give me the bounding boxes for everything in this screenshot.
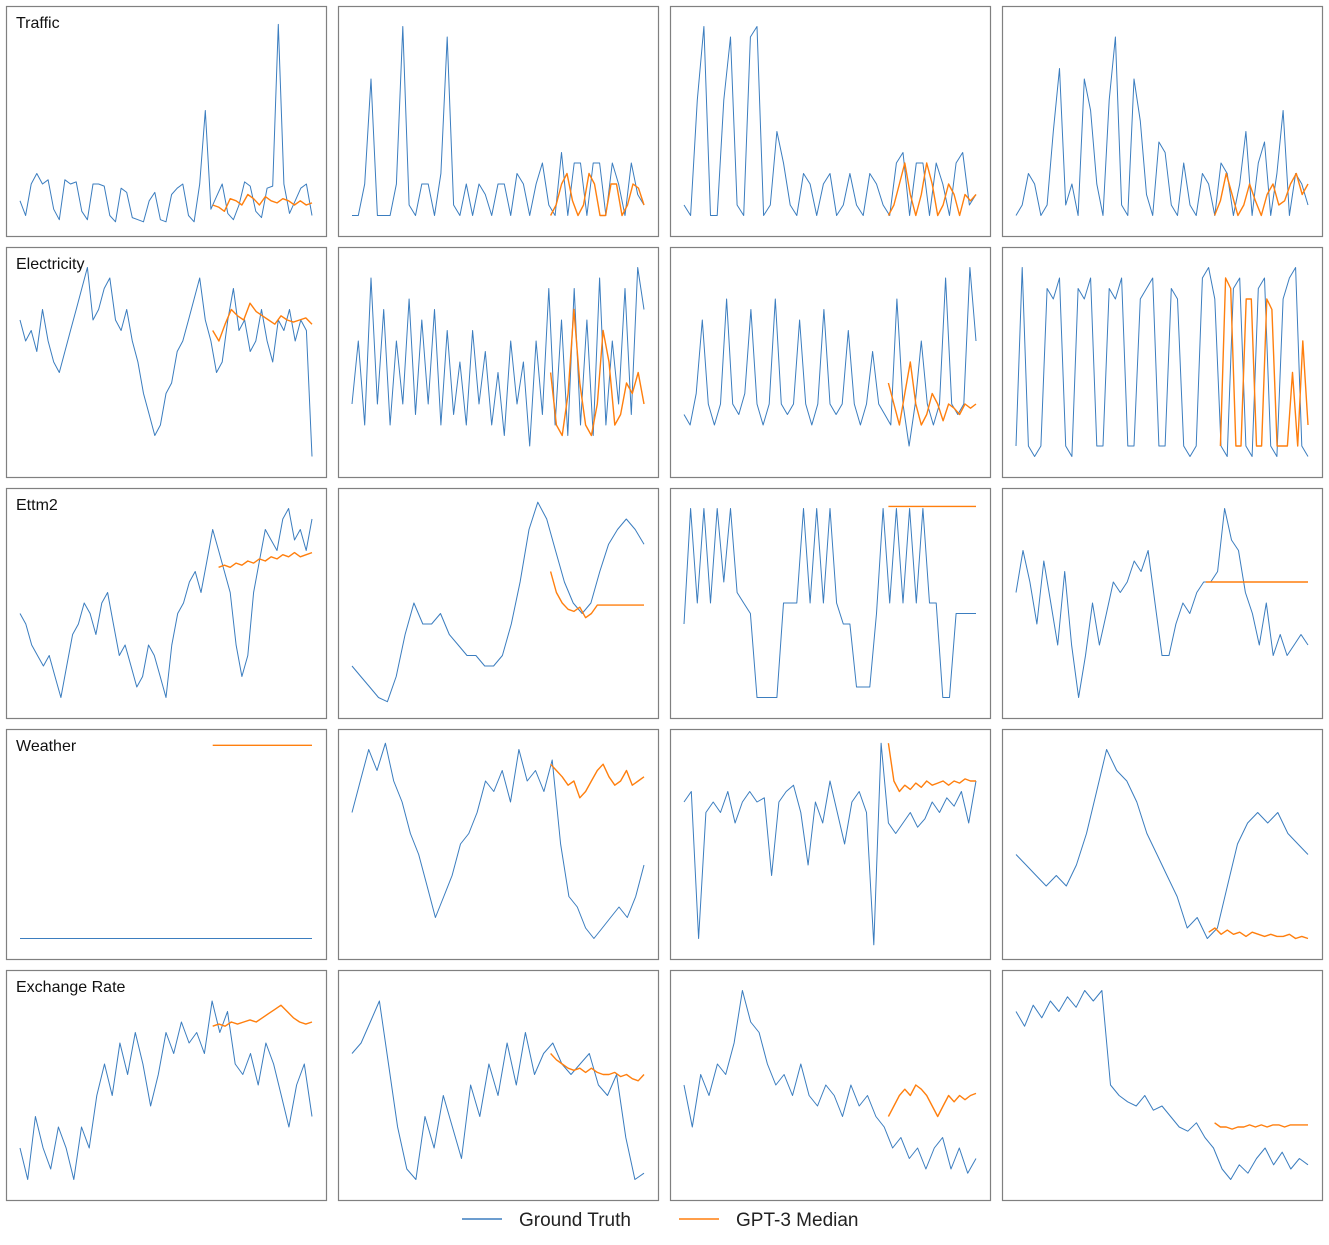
panel-frame (5, 246, 328, 479)
panel-frame (1001, 487, 1324, 720)
gpt3-median-line (212, 1004, 313, 1027)
panel-weather-3 (669, 728, 992, 961)
panel-exchange-rate-4 (1001, 969, 1324, 1202)
panel-frame (337, 728, 660, 961)
ground-truth-line (683, 508, 976, 698)
ground-truth-line (1015, 267, 1309, 457)
row-label-exchange-rate: Exchange Rate (16, 979, 126, 996)
panel-traffic-4 (1001, 5, 1324, 238)
panel-frame (1001, 246, 1324, 479)
panel-frame (337, 969, 660, 1202)
panels-layer: Traffic Electricity Ettm2 Weather Exchange R… (5, 5, 1324, 1202)
legend-label-gpt3-median: GPT-3 Median (736, 1210, 859, 1231)
ground-truth-line (683, 742, 977, 946)
gpt3-median-line (887, 1084, 977, 1118)
panel-ettm2-3 (669, 487, 992, 720)
ground-truth-line (683, 26, 977, 216)
gpt3-median-line (550, 763, 645, 799)
panel-traffic-3 (669, 5, 992, 238)
panel-weather-2 (337, 728, 660, 961)
panel-traffic-2 (337, 5, 660, 238)
gpt3-median-line (1214, 1122, 1308, 1130)
panel-exchange-rate-3 (669, 969, 992, 1202)
ground-truth-line (19, 1000, 313, 1180)
panel-frame (1001, 969, 1324, 1202)
panel-frame (337, 487, 660, 720)
ground-truth-line (19, 508, 313, 698)
ground-truth-line (352, 26, 645, 216)
panel-frame (5, 5, 328, 238)
panel-frame (669, 969, 992, 1202)
panel-frame (669, 487, 992, 720)
panel-frame (669, 246, 992, 479)
panel-exchange-rate-1: Exchange Rate (5, 969, 328, 1202)
ground-truth-line (351, 1000, 645, 1180)
row-label-traffic: Traffic (16, 15, 60, 32)
panel-ettm2-1: Ettm2 (5, 487, 328, 720)
ground-truth-line (1015, 749, 1309, 939)
panel-frame (669, 728, 992, 961)
gpt3-median-line (212, 193, 313, 212)
panel-electricity-1: Electricity (5, 246, 328, 479)
ground-truth-line (351, 742, 645, 939)
gpt3-median-line (1213, 172, 1309, 217)
ground-truth-line (683, 267, 977, 447)
ground-truth-line (19, 23, 313, 223)
gpt3-median-line (549, 571, 644, 619)
panel-ettm2-2 (337, 487, 660, 720)
gpt3-median-line (887, 162, 977, 217)
panel-traffic-1: Traffic (5, 5, 328, 238)
panel-ettm2-4 (1001, 487, 1324, 720)
ground-truth-line (19, 267, 313, 457)
panel-electricity-4 (1001, 246, 1324, 479)
gpt3-median-line (549, 308, 645, 437)
legend: Ground Truth GPT-3 Median (462, 1210, 859, 1231)
panel-frame (337, 5, 660, 238)
gpt3-median-line (218, 551, 313, 568)
panel-frame (1001, 5, 1324, 238)
row-label-weather: Weather (16, 738, 77, 755)
ground-truth-line (1015, 990, 1309, 1180)
gpt3-median-line (550, 1053, 645, 1082)
panel-frame (669, 5, 992, 238)
gpt3-median-line (887, 743, 976, 793)
ground-truth-line (1015, 508, 1309, 698)
row-label-ettm2: Ettm2 (16, 497, 58, 514)
gpt3-median-line (887, 361, 977, 426)
panel-frame (1001, 728, 1324, 961)
panel-electricity-3 (669, 246, 992, 479)
panel-frame (5, 728, 328, 961)
ground-truth-line (351, 501, 645, 703)
ground-truth-line (683, 990, 977, 1174)
panel-frame (337, 246, 660, 479)
gpt3-median-line (1208, 927, 1309, 940)
panel-weather-1: Weather (5, 728, 328, 961)
ground-truth-line (351, 267, 645, 447)
ground-truth-line (1015, 36, 1309, 216)
legend-label-ground-truth: Ground Truth (519, 1210, 631, 1231)
gpt3-median-line (1219, 277, 1309, 447)
panel-exchange-rate-2 (337, 969, 660, 1202)
panel-weather-4 (1001, 728, 1324, 961)
row-label-electricity: Electricity (16, 256, 84, 273)
panel-frame (5, 487, 328, 720)
gpt3-median-line (549, 172, 645, 217)
panel-frame (5, 969, 328, 1202)
gpt3-median-line (212, 302, 313, 342)
panel-electricity-2 (337, 246, 660, 479)
